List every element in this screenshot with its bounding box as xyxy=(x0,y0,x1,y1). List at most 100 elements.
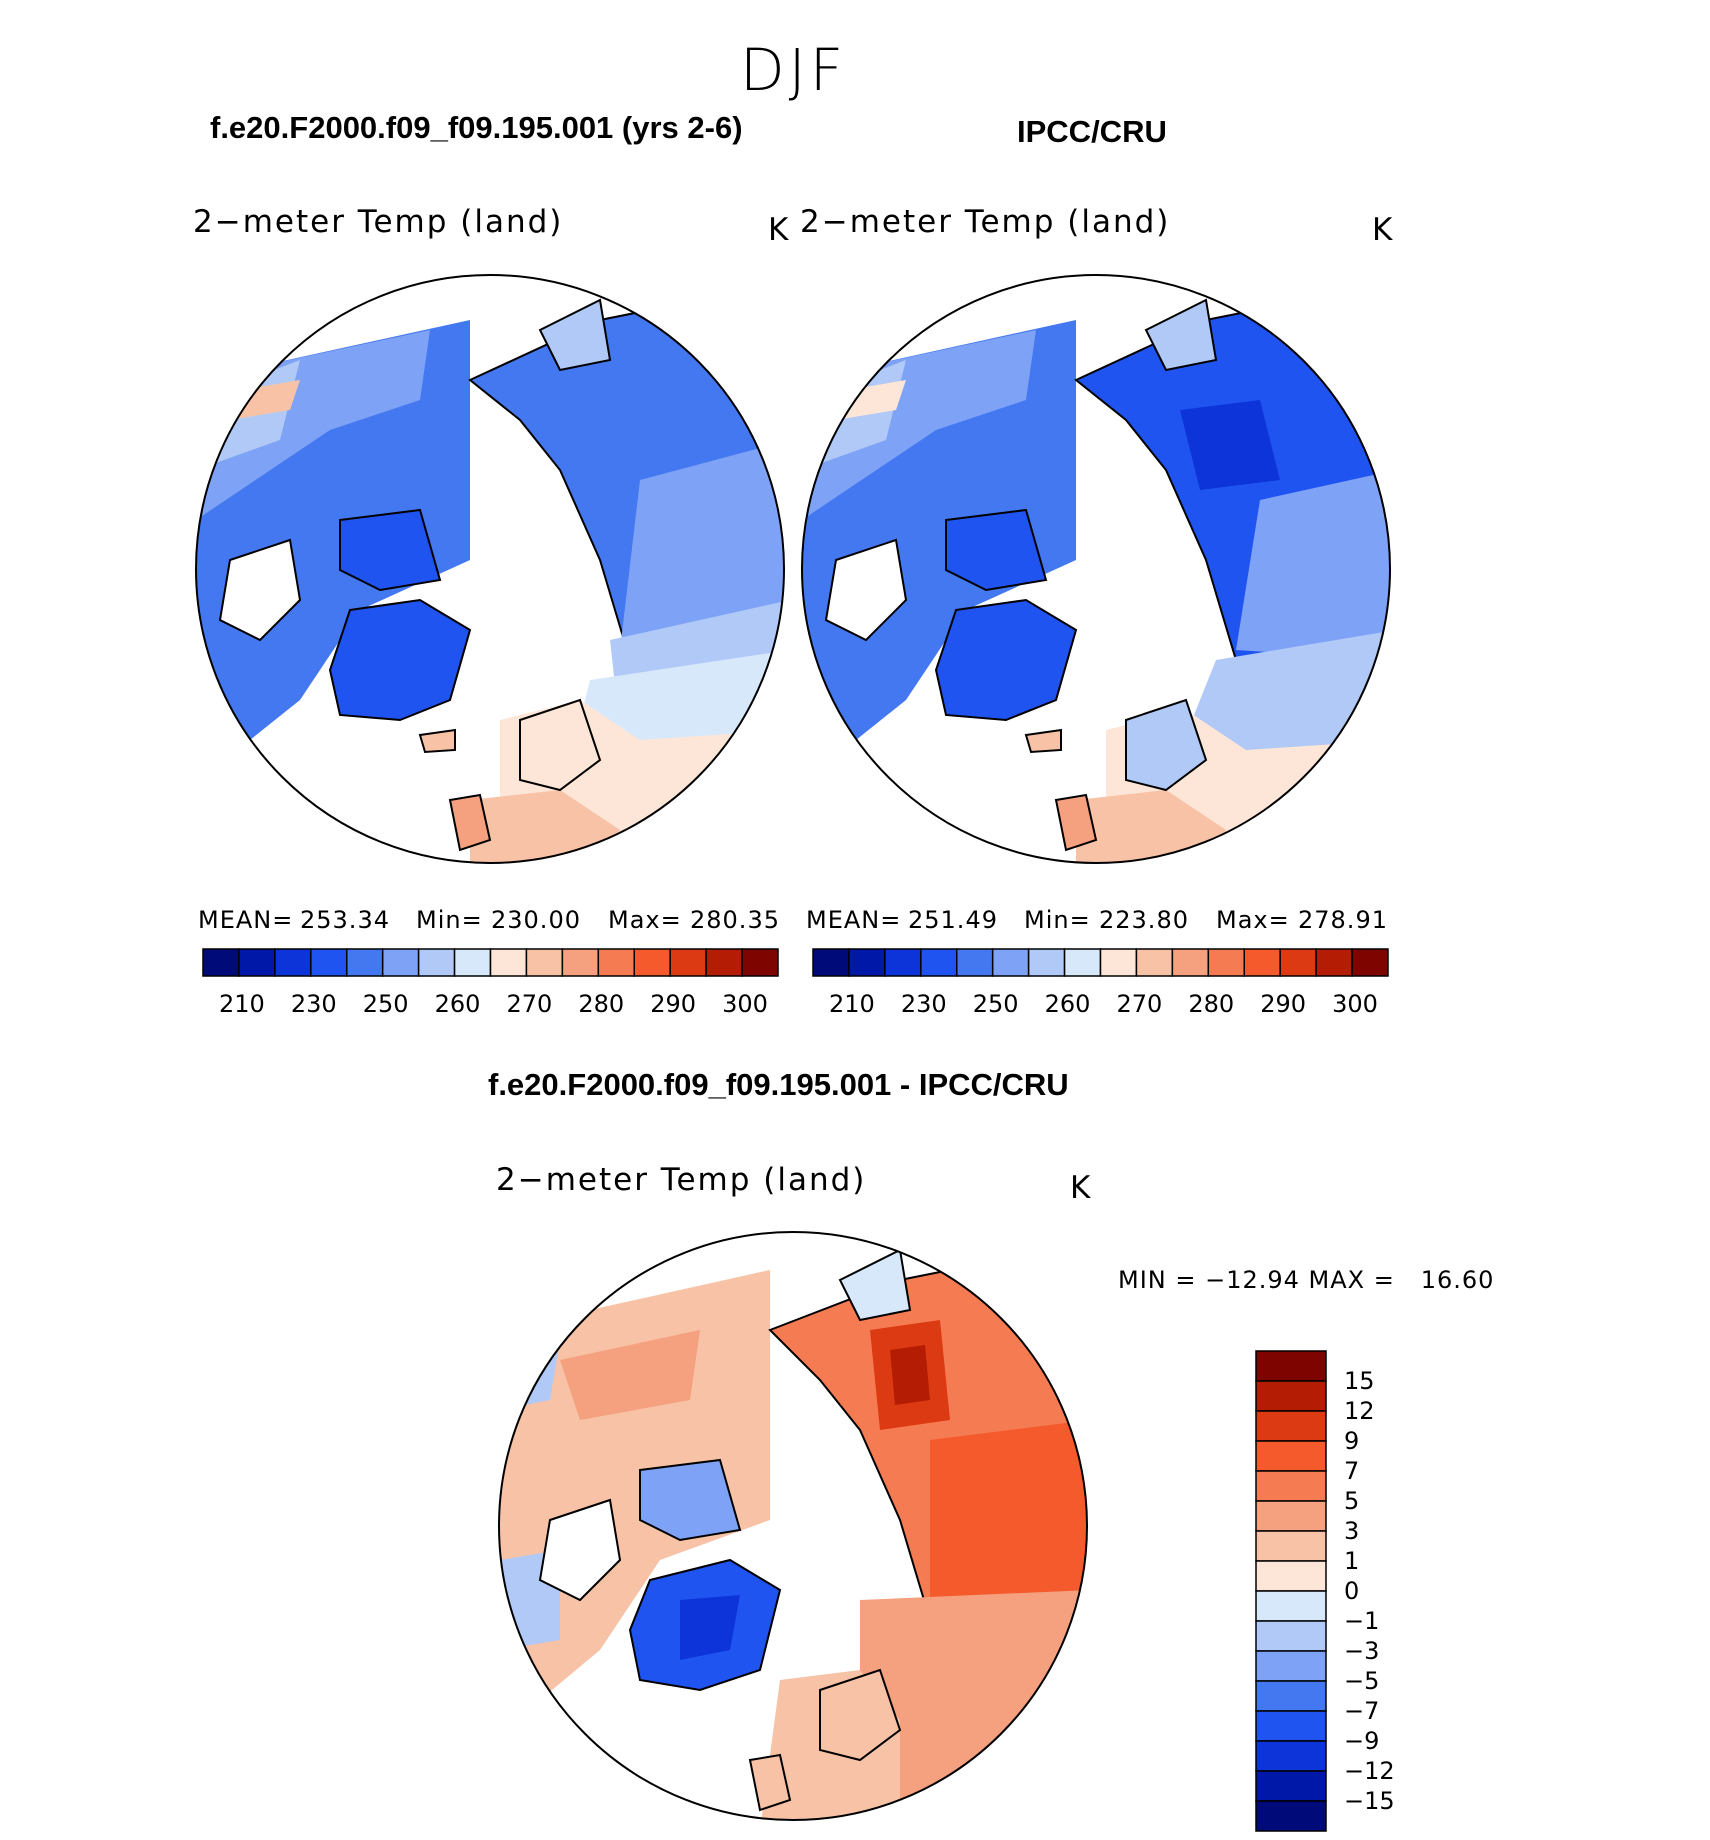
diff-hudson-bay xyxy=(538,1498,622,1602)
diff-colorbar-cell xyxy=(1255,1650,1327,1682)
left-colorbar-cell xyxy=(202,948,240,977)
right-iceland xyxy=(1024,728,1062,754)
right-colorbar xyxy=(812,948,1389,977)
right-hudson-bay xyxy=(824,538,908,642)
diff-colorbar-cell xyxy=(1255,1590,1327,1622)
left-units: K xyxy=(768,212,791,248)
diff-arctic-islands xyxy=(639,1458,742,1542)
right-greenland xyxy=(934,598,1078,722)
diff-tick-label: −5 xyxy=(1344,1667,1380,1695)
right-colorbar-cell xyxy=(812,948,850,977)
diff-colorbar-cell xyxy=(1255,1500,1327,1532)
right-mean-value: 251.49 xyxy=(908,906,998,934)
right-min-value: 223.80 xyxy=(1099,906,1189,934)
right-arctic-islands xyxy=(945,508,1048,592)
left-colorbar-cell xyxy=(561,948,600,977)
right-variable-title: 2−meter Temp (land) xyxy=(800,204,1171,240)
diff-colorbar-cell xyxy=(1255,1530,1327,1562)
left-mean-label: MEAN= xyxy=(198,906,294,934)
right-colorbar-cell xyxy=(1207,948,1245,977)
diff-tick-label: 9 xyxy=(1344,1427,1360,1455)
left-colorbar-cell xyxy=(381,948,420,977)
left-max-value: 280.35 xyxy=(690,906,780,934)
right-colorbar-cell xyxy=(1135,948,1174,977)
right-chukotka xyxy=(1144,298,1218,372)
left-colorbar-cell xyxy=(525,948,564,977)
left-colorbar xyxy=(202,948,779,977)
left-min-value: 230.00 xyxy=(491,906,581,934)
right-tick-label: 280 xyxy=(1188,990,1235,1018)
diff-colorbar-cell xyxy=(1255,1350,1327,1382)
left-polar-map xyxy=(195,274,785,864)
left-iceland xyxy=(418,728,456,754)
right-tick-label: 250 xyxy=(972,990,1019,1018)
right-scandinavia xyxy=(1125,698,1208,792)
diff-tick-label: 15 xyxy=(1344,1367,1375,1395)
diff-colorbar-cell xyxy=(1255,1410,1327,1442)
right-tick-label: 230 xyxy=(900,990,947,1018)
right-max-value: 278.91 xyxy=(1298,906,1388,934)
right-mean-label: MEAN= xyxy=(806,906,902,934)
right-colorbar-cell xyxy=(1171,948,1210,977)
right-tick-label: 290 xyxy=(1260,990,1306,1018)
right-colorbar-cell xyxy=(1315,948,1353,977)
diff-tick-label: 1 xyxy=(1344,1547,1360,1575)
left-colorbar-cell xyxy=(597,948,635,977)
diff-colorbar-cell xyxy=(1255,1380,1327,1412)
diff-siberia-warm xyxy=(930,1420,1087,1610)
left-colorbar-cell xyxy=(633,948,671,977)
left-tick-label: 250 xyxy=(362,990,409,1018)
left-greenland xyxy=(328,598,472,722)
left-colorbar-cell xyxy=(310,948,348,977)
diff-chukotka xyxy=(838,1248,912,1322)
left-hudson-bay xyxy=(218,538,302,642)
left-tick-label: 260 xyxy=(434,990,481,1018)
diff-colorbar-cell xyxy=(1255,1740,1327,1772)
diff-greenland-core xyxy=(680,1595,740,1660)
right-east-asia-pale xyxy=(1176,630,1390,760)
left-tick-label: 280 xyxy=(578,990,625,1018)
left-colorbar-cell xyxy=(489,948,528,977)
right-tick-label: 210 xyxy=(828,990,875,1018)
left-colorbar-cell xyxy=(705,948,743,977)
left-scandinavia xyxy=(519,698,602,792)
diff-tick-label: −12 xyxy=(1344,1757,1395,1785)
diff-variable-title: 2−meter Temp (land) xyxy=(496,1162,867,1198)
season-title: DJF xyxy=(740,36,848,104)
diff-colorbar-cell xyxy=(1255,1770,1327,1802)
diff-na-warmer xyxy=(560,1330,700,1420)
right-colorbar-cell xyxy=(1279,948,1317,977)
diff-tick-label: 3 xyxy=(1344,1517,1360,1545)
right-colorbar-cell xyxy=(920,948,958,977)
right-colorbar-cell xyxy=(1351,948,1389,977)
diff-siberia-hottest xyxy=(890,1345,930,1405)
diff-polar-map xyxy=(498,1231,1088,1821)
left-tick-label: 270 xyxy=(506,990,553,1018)
diff-tick-label: −3 xyxy=(1344,1637,1380,1665)
right-colorbar-cell xyxy=(1027,948,1066,977)
right-tick-label: 270 xyxy=(1116,990,1163,1018)
right-british-isles xyxy=(1054,793,1098,852)
right-units: K xyxy=(1372,212,1395,248)
right-siberia-light xyxy=(1236,470,1390,660)
diff-colorbar-cell xyxy=(1255,1710,1327,1742)
left-colorbar-cell xyxy=(346,948,384,977)
right-panel-header: IPCC/CRU xyxy=(1017,114,1167,149)
left-chukotka xyxy=(538,298,612,372)
right-colorbar-cell xyxy=(1243,948,1281,977)
left-british-isles xyxy=(448,793,492,852)
left-colorbar-cell xyxy=(741,948,779,977)
diff-tick-label: −15 xyxy=(1344,1787,1395,1815)
diff-colorbar xyxy=(1255,1350,1327,1832)
diff-colorbar-cell xyxy=(1255,1560,1327,1592)
diff-tick-label: 12 xyxy=(1344,1397,1375,1425)
diff-british-isles xyxy=(748,1753,792,1812)
left-colorbar-cell xyxy=(453,948,492,977)
left-colorbar-cell xyxy=(417,948,456,977)
left-min-label: Min= xyxy=(416,906,483,934)
left-siberia-light xyxy=(620,440,784,660)
diff-colorbar-cell xyxy=(1255,1620,1327,1652)
diff-colorbar-cell xyxy=(1255,1800,1327,1832)
diff-colorbar-cell xyxy=(1255,1470,1327,1502)
